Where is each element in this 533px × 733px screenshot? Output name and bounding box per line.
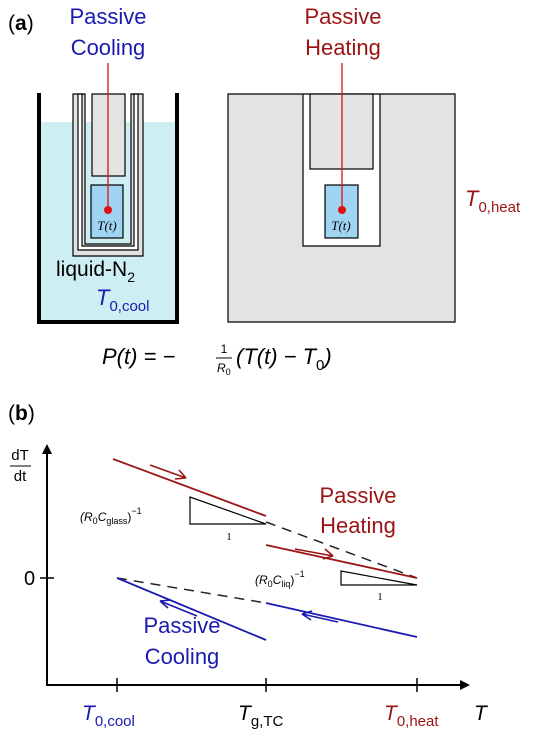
liquid-n2-label: liquid-N2	[56, 258, 135, 285]
heating-sample-label: T(t)	[331, 218, 351, 233]
heating-direction-arrowhead-2	[322, 548, 334, 560]
heating-probe-tip	[338, 206, 346, 214]
heating-curve-label-line1: Passive	[319, 483, 396, 508]
cooling-curve-label-line1: Passive	[143, 613, 220, 638]
cooling-direction-arrow-2	[301, 613, 339, 623]
t0-heat-label: T0,heat	[465, 186, 521, 216]
slope-triangle-liquid	[340, 570, 418, 586]
panel-b-label: (b)	[8, 402, 35, 425]
heating-title-line2: Heating	[305, 35, 381, 60]
slope-glass-run: 1	[226, 531, 232, 543]
heating-title-line1: Passive	[304, 4, 381, 29]
equation-rhs: (T(t) − T0)	[236, 344, 332, 374]
heating-apparatus: T(t)	[227, 63, 456, 323]
slope-glass-label: (R0Cglass)−1	[80, 506, 142, 526]
x-axis-label: T	[474, 702, 489, 725]
cooling-liquid-line	[265, 602, 418, 638]
power-equation: P(t) = − 1 R0 (T(t) − T0)	[102, 342, 332, 377]
y-axis-label-num: dT	[11, 447, 29, 464]
heating-glass-line	[112, 458, 267, 517]
cooling-probe-tip	[104, 206, 112, 214]
cooling-direction-arrowhead-1	[159, 599, 172, 609]
heating-liquid-line	[265, 544, 418, 579]
equation-frac-den: R0	[217, 361, 231, 377]
heating-direction-arrow-1	[149, 464, 187, 479]
y-tick-zero-label: 0	[24, 568, 35, 590]
dewar-wall	[37, 93, 179, 324]
cooling-direction-arrowhead-2	[301, 610, 313, 621]
cooling-glass-extrapolation	[116, 577, 267, 604]
dewar-apparatus: T(t)	[37, 63, 179, 324]
cooling-title-line2: Cooling	[71, 35, 146, 60]
heating-glass-extrapolation	[265, 521, 418, 579]
slope-triangle-glass	[189, 496, 267, 525]
y-axis-label-den: dt	[14, 468, 27, 485]
slope-liquid-run: 1	[377, 591, 383, 603]
t0-cool-label: T0,cool	[96, 285, 149, 315]
cooling-glass-line	[116, 577, 267, 641]
cooling-sample-label: T(t)	[97, 218, 117, 233]
heating-curve-label-line2: Heating	[320, 513, 396, 538]
x-tick-glass-label: Tg,TC	[238, 702, 284, 730]
slope-liquid-label: (R0Cliq)−1	[255, 569, 305, 589]
cooling-title-line1: Passive	[69, 4, 146, 29]
equation-lhs: P(t) = −	[102, 344, 176, 369]
heating-direction-arrowhead-1	[174, 469, 187, 480]
x-tick-heat-label: T0,heat	[384, 702, 439, 730]
equation-frac-num: 1	[221, 342, 228, 356]
x-tick-cool-label: T0,cool	[82, 702, 135, 730]
heating-direction-arrow-2	[294, 548, 334, 557]
cooling-direction-arrow-1	[159, 600, 198, 617]
panel-a-label: (a)	[8, 12, 34, 35]
sample-holder-inner	[77, 93, 139, 251]
cooling-curve-label-line2: Cooling	[145, 644, 220, 669]
